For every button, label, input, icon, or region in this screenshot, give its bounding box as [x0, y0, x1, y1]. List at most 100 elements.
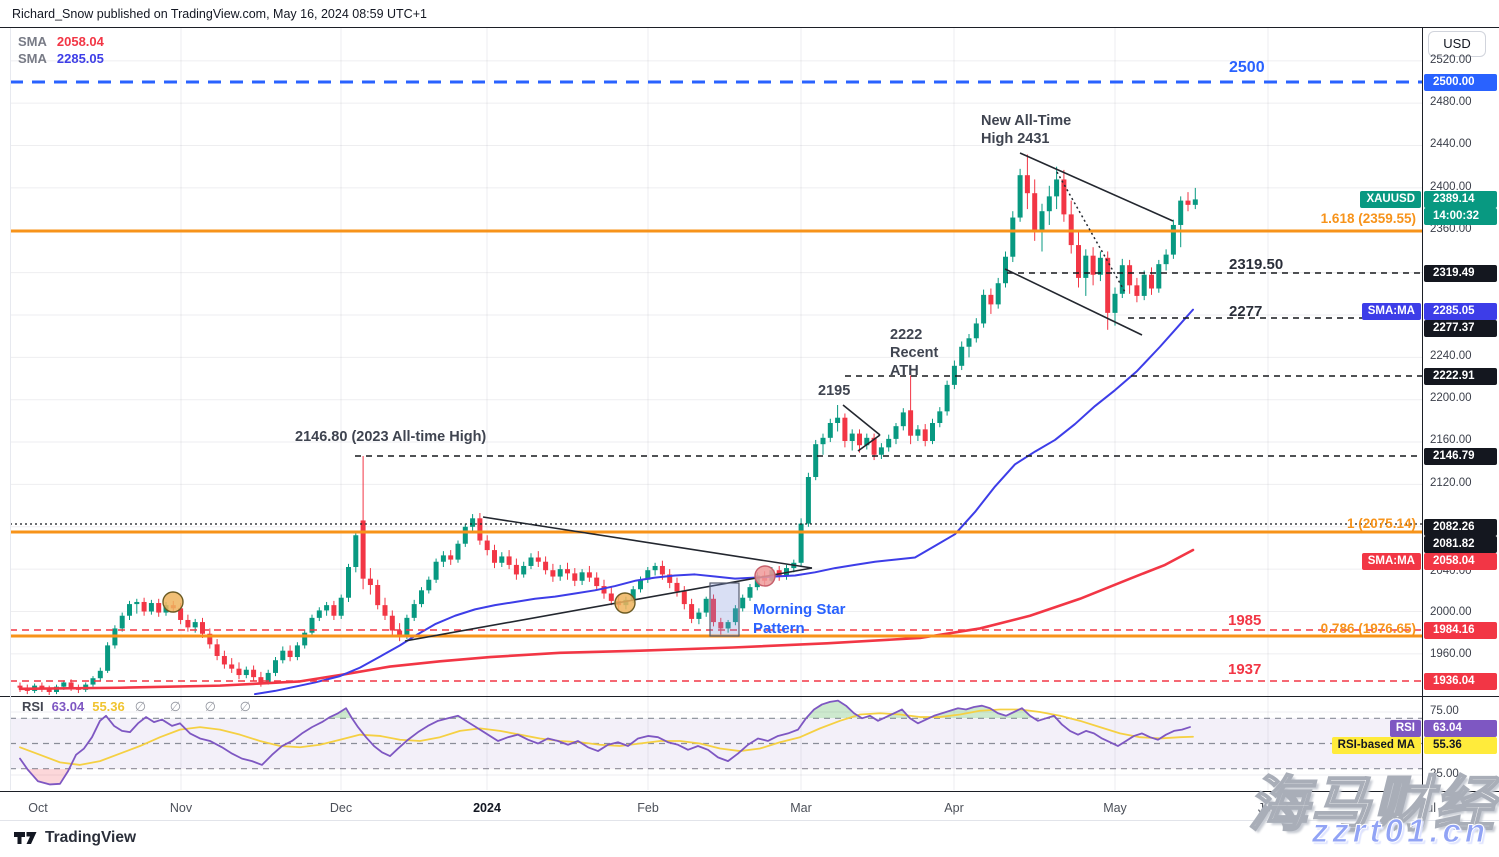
- candle-body: [1134, 285, 1140, 296]
- candle-body: [338, 597, 344, 616]
- candle-body: [119, 615, 125, 629]
- time-axis-label[interactable]: Jun: [1257, 801, 1279, 815]
- time-axis-label[interactable]: Dec: [329, 801, 353, 815]
- candle-body: [579, 572, 585, 581]
- candle-body: [426, 579, 432, 591]
- candle-body: [214, 644, 220, 656]
- time-axis-label[interactable]: May: [1103, 801, 1127, 815]
- tradingview-logo-icon: [14, 832, 37, 844]
- price-tick-label: 2160.00: [1430, 434, 1472, 446]
- candle-body: [930, 422, 935, 442]
- candle-body: [1112, 293, 1118, 313]
- candle-body: [499, 556, 505, 563]
- rsi-empty-values: ∅ ∅ ∅ ∅: [134, 699, 261, 714]
- candle-body: [893, 426, 899, 439]
- price-badge: 2222.91: [1424, 367, 1497, 385]
- candle-body: [484, 540, 490, 551]
- publish-byline: Richard_Snow published on TradingView.co…: [12, 7, 427, 21]
- candle-body: [908, 410, 914, 436]
- price-badge: 1984.16: [1424, 621, 1497, 639]
- candle-body: [1163, 254, 1169, 265]
- candle-body: [966, 338, 972, 347]
- tradingview-logo[interactable]: TradingView: [14, 829, 136, 847]
- candle-body: [703, 598, 709, 613]
- candle-body: [645, 570, 651, 580]
- rsi-line: [19, 699, 1191, 786]
- candle-body: [565, 569, 570, 574]
- candle-body: [411, 604, 417, 618]
- price-tick-label: 2440.00: [1430, 138, 1472, 150]
- candle-body: [513, 564, 519, 575]
- price-tick-label: 2480.00: [1430, 96, 1472, 108]
- time-axis-label[interactable]: Feb: [637, 801, 659, 815]
- price-tick-label: 2000.00: [1430, 606, 1472, 618]
- price-tick-label: 25.00: [1430, 768, 1459, 780]
- price-badge: 2319.49: [1424, 264, 1497, 282]
- time-axis-label[interactable]: 2024: [473, 801, 501, 815]
- candle-body: [718, 622, 724, 629]
- candle-body: [346, 567, 351, 598]
- candle-body: [61, 682, 67, 687]
- price-badge: 63.04: [1424, 719, 1497, 737]
- candle-body: [506, 556, 512, 565]
- pane-separator[interactable]: [0, 696, 1499, 697]
- candle-body: [557, 569, 563, 577]
- price-badge: 2081.82: [1424, 535, 1497, 553]
- rsi-legend[interactable]: RSI 63.04 55.36 ∅ ∅ ∅ ∅: [22, 699, 261, 715]
- candle-body: [46, 688, 52, 692]
- series-name-badge: SMA:MA: [1361, 552, 1421, 570]
- candle-body: [477, 518, 483, 541]
- candle-body: [1039, 211, 1045, 231]
- price-badge: 2389.14: [1424, 190, 1497, 208]
- candle-body: [419, 590, 424, 605]
- time-axis-label[interactable]: Mar: [790, 801, 812, 815]
- rsi-value: 63.04: [51, 699, 85, 714]
- candle-body: [981, 294, 987, 324]
- candle-body: [236, 668, 242, 676]
- sma1-legend[interactable]: SMA 2058.04: [18, 34, 104, 49]
- candle-body: [689, 604, 695, 619]
- candle-body: [367, 578, 373, 586]
- candle-body: [871, 437, 877, 455]
- pattern-circle-marker: [754, 565, 776, 587]
- candle-body: [959, 346, 965, 366]
- candle-body: [725, 622, 731, 629]
- candle-body: [243, 669, 249, 676]
- candle-body: [1010, 217, 1016, 257]
- candle-body: [1127, 265, 1133, 286]
- time-axis-label[interactable]: Apr: [944, 801, 964, 815]
- candle-body: [1046, 196, 1052, 212]
- candle-body: [1105, 257, 1111, 313]
- candle-body: [375, 585, 381, 606]
- candle-body: [105, 645, 111, 671]
- candle-body: [1156, 264, 1162, 289]
- rsi-ma-line: [19, 708, 1194, 766]
- candles-layer: [17, 154, 1198, 695]
- price-badge: 2146.79: [1424, 447, 1497, 465]
- candle-body: [1061, 179, 1067, 215]
- candle-body: [740, 597, 746, 609]
- sma2-value: 2285.05: [56, 51, 104, 66]
- candle-body: [280, 650, 286, 661]
- candle-body: [1149, 274, 1154, 289]
- time-axis-label[interactable]: Jul: [1420, 801, 1436, 815]
- candle-body: [455, 543, 461, 560]
- price-badge: 2500.00: [1424, 73, 1497, 91]
- candle-body: [207, 633, 213, 645]
- candle-body: [331, 605, 337, 616]
- currency-selector-button[interactable]: USD: [1428, 31, 1486, 57]
- time-axis-label[interactable]: Nov: [169, 801, 193, 815]
- candle-body: [324, 605, 330, 611]
- candle-body: [97, 670, 103, 679]
- sma2-legend[interactable]: SMA 2285.05: [18, 51, 104, 66]
- candle-body: [382, 605, 388, 616]
- candle-body: [1185, 200, 1191, 205]
- candle-body: [1119, 265, 1125, 294]
- candle-body: [273, 660, 278, 673]
- pane-left-border: [10, 28, 11, 790]
- price-badge: 2285.05: [1424, 302, 1497, 320]
- time-axis-label[interactable]: Oct: [28, 801, 48, 815]
- candle-body: [17, 685, 23, 688]
- candle-body: [294, 645, 300, 658]
